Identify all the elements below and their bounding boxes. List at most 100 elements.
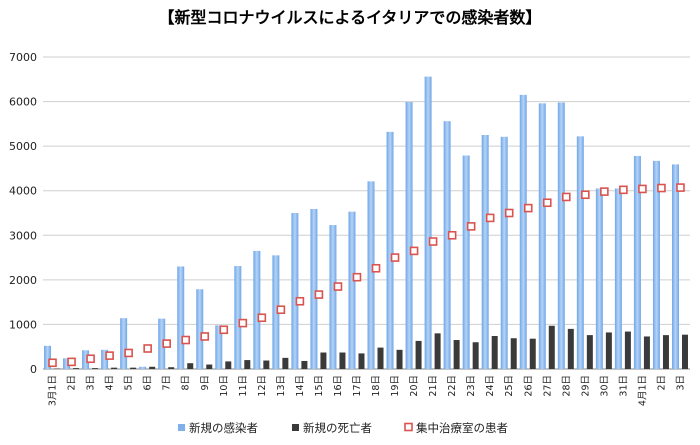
bar-new-deaths — [643, 336, 650, 369]
icu-marker — [428, 237, 438, 246]
x-tick-labels: 3月1日 2日 3日 4日 5日 6日 7日 8日 9日 10日 11日 12日 13日 14日 15日 16… — [48, 375, 687, 406]
bar-new-infections — [443, 121, 451, 369]
y-tick-label: 6000 — [9, 96, 37, 109]
icu-marker — [581, 190, 590, 200]
bar-new-deaths — [510, 338, 517, 369]
bar-new-infections — [215, 325, 223, 369]
x-tick-label: 11日 — [238, 375, 249, 397]
bar-new-infections — [652, 160, 660, 369]
x-tick-label: 19日 — [390, 375, 401, 397]
legend-swatch — [178, 424, 185, 431]
icu-marker — [124, 348, 133, 358]
bar-new-deaths — [662, 335, 669, 369]
y-tick-label: 5000 — [9, 140, 37, 153]
x-tick-label: 8日 — [181, 375, 192, 391]
bar-new-deaths — [263, 360, 270, 369]
icu-marker — [143, 344, 152, 353]
bar-new-deaths — [149, 366, 156, 369]
icu-marker — [638, 184, 647, 194]
bar-new-deaths — [491, 336, 498, 369]
bar-new-deaths — [301, 360, 308, 369]
bar-new-infections — [177, 266, 185, 369]
bar-new-deaths — [130, 367, 137, 369]
x-tick-label: 4日 — [105, 375, 116, 391]
x-tick-label: 18日 — [371, 375, 382, 397]
x-tick-label: 6日 — [143, 375, 154, 391]
legend-swatch — [292, 424, 299, 431]
legend-label: 新規の死亡者 — [303, 421, 372, 435]
bar-new-deaths — [434, 333, 441, 369]
x-tick-label: 10日 — [219, 375, 230, 397]
bar-new-deaths — [529, 338, 536, 369]
bar-new-deaths — [567, 328, 574, 369]
x-tick-label: 14日 — [295, 375, 306, 397]
icu-marker — [409, 246, 419, 256]
icu-marker — [562, 192, 571, 202]
bar-new-deaths — [339, 352, 346, 369]
bar-new-deaths — [586, 335, 593, 369]
x-tick-label: 3月1日 — [48, 375, 59, 406]
icu-marker — [371, 263, 381, 273]
bar-new-deaths — [168, 367, 175, 369]
x-tick-label: 26日 — [523, 375, 534, 397]
bar-new-infections — [557, 102, 565, 369]
bar-new-infections — [196, 289, 204, 369]
bar-new-infections — [519, 94, 527, 369]
x-tick-label: 13日 — [276, 375, 287, 397]
bar-new-deaths — [187, 363, 194, 369]
bar-new-infections — [158, 318, 166, 369]
bar-new-deaths — [358, 353, 365, 369]
bar-new-infections — [405, 102, 413, 369]
icu-marker — [390, 253, 400, 262]
y-tick-label: 7000 — [9, 51, 37, 64]
x-tick-label: 4月1日 — [637, 375, 648, 406]
x-tick-label: 2日 — [656, 375, 667, 391]
bar-new-deaths — [377, 347, 384, 369]
icu-marker — [295, 296, 305, 306]
icu-marker — [542, 198, 552, 208]
icu-marker — [67, 357, 76, 367]
bar-new-infections — [481, 135, 489, 369]
bar-new-infections — [234, 266, 242, 369]
bar-new-infections — [367, 181, 375, 369]
x-tick-label: 20日 — [409, 375, 420, 397]
icu-marker — [619, 185, 628, 195]
bar-new-deaths — [206, 364, 213, 369]
icu-marker — [447, 230, 457, 240]
x-tick-label: 23日 — [466, 375, 477, 397]
icu-marker — [523, 203, 533, 213]
icu-marker — [276, 305, 286, 315]
icu-marker — [86, 354, 95, 364]
bar-new-infections — [101, 349, 109, 369]
bar-new-deaths — [244, 360, 251, 369]
icu-marker — [333, 282, 343, 291]
icu-marker — [257, 313, 267, 323]
bar-new-deaths — [415, 340, 422, 369]
x-tick-label: 3日 — [86, 375, 97, 391]
bar-new-infections — [614, 188, 622, 369]
legend: 新規の感染者 新規の死亡者 集中治療室の患者 — [178, 421, 508, 435]
icu-marker — [504, 208, 514, 218]
x-tick-label: 9日 — [200, 375, 211, 391]
bar-new-infections — [82, 350, 90, 369]
bars — [44, 76, 688, 370]
icu-marker — [314, 290, 324, 299]
bar-new-deaths — [320, 352, 327, 369]
bar-new-infections — [424, 76, 432, 370]
y-tick-label: 2000 — [9, 274, 37, 287]
bar-new-infections — [139, 366, 147, 369]
x-tick-label: 30日 — [599, 375, 610, 397]
bar-new-infections — [253, 250, 261, 369]
bar-new-deaths — [92, 368, 99, 369]
bar-new-deaths — [225, 361, 232, 369]
y-tick-labels: 0 1000 2000 3000 4000 5000 6000 7000 — [9, 51, 37, 376]
bar-new-infections — [538, 103, 546, 370]
bar-new-infections — [386, 131, 394, 369]
x-tick-label: 22日 — [447, 375, 458, 397]
x-tick-label: 24日 — [485, 375, 496, 397]
bar-new-deaths — [548, 325, 555, 369]
x-tick-label: 25日 — [504, 375, 515, 397]
icu-marker — [219, 325, 229, 335]
bar-new-deaths — [73, 368, 80, 369]
